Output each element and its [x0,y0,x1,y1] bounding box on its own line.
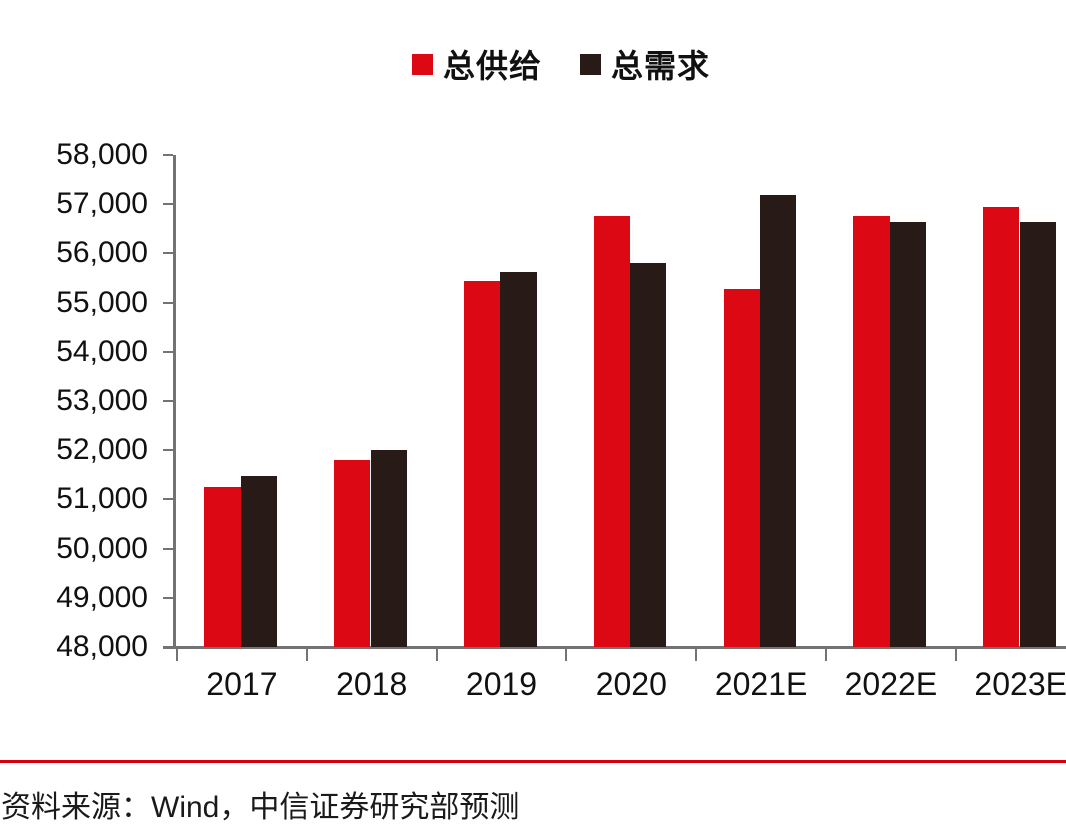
chart-legend: 总供给 总需求 [412,47,710,84]
y-tick-mark [163,596,173,599]
footer-rule [0,760,1066,763]
x-tick-mark [305,648,308,661]
y-tick-mark [163,154,173,156]
legend-item-demand: 总需求 [580,41,710,87]
y-tick-mark [163,449,173,452]
x-tick-label: 2023E [974,666,1066,702]
bar-supply-2020 [593,216,631,647]
x-axis-line [163,646,1066,649]
y-axis-line [173,155,176,647]
x-tick-label: 2017 [206,666,278,702]
supply-swatch-icon [412,53,433,75]
legend-label-supply: 总供给 [443,48,543,84]
y-tick-mark [163,547,173,550]
y-tick-label: 50,000 [56,531,148,565]
y-tick-label: 51,000 [56,482,148,516]
bar-supply-2019 [463,281,501,647]
x-tick-label: 2020 [595,666,667,702]
x-tick-label: 2018 [336,666,408,702]
y-tick-mark [163,203,173,206]
demand-swatch-icon [580,53,602,75]
bar-supply-2022E [853,216,890,647]
x-tick-mark [565,648,568,661]
y-tick-mark [163,646,173,648]
legend-label-demand: 总需求 [611,48,711,84]
bar-demand-2021E [759,194,797,647]
bar-demand-2017 [240,475,278,647]
x-tick-mark [825,648,827,661]
y-tick-label: 58,000 [56,138,148,171]
y-tick-label: 57,000 [56,187,148,221]
y-tick-label: 55,000 [56,285,148,319]
bar-demand-2018 [370,450,407,647]
x-tick-label: 2019 [465,666,538,702]
y-tick-mark [163,498,173,501]
x-tick-mark [954,648,957,661]
y-tick-label: 56,000 [56,236,148,270]
y-tick-mark [163,252,173,255]
bar-supply-2017 [204,487,241,647]
bar-supply-2018 [334,460,371,647]
x-tick-mark [435,648,438,661]
bar-supply-2023E [983,206,1020,647]
y-tick-label: 49,000 [56,580,148,614]
y-tick-label: 52,000 [56,433,148,467]
y-tick-mark [163,350,173,353]
bar-supply-2021E [723,288,760,647]
bar-demand-2022E [889,222,927,647]
bar-demand-2019 [500,272,537,647]
x-tick-mark [176,648,178,661]
y-tick-label: 53,000 [56,384,148,417]
y-tick-label: 54,000 [56,334,148,368]
y-tick-label: 48,000 [56,630,148,663]
bar-demand-2020 [630,263,667,647]
legend-item-supply: 总供给 [412,41,542,87]
y-tick-mark [163,400,173,402]
x-tick-mark [695,648,698,661]
y-tick-mark [163,301,173,304]
x-tick-label: 2022E [844,666,938,702]
bar-demand-2023E [1019,221,1056,647]
x-tick-label: 2021E [714,666,808,702]
source-note: 资料来源：Wind，中信证券研究部预测 [1,791,520,824]
